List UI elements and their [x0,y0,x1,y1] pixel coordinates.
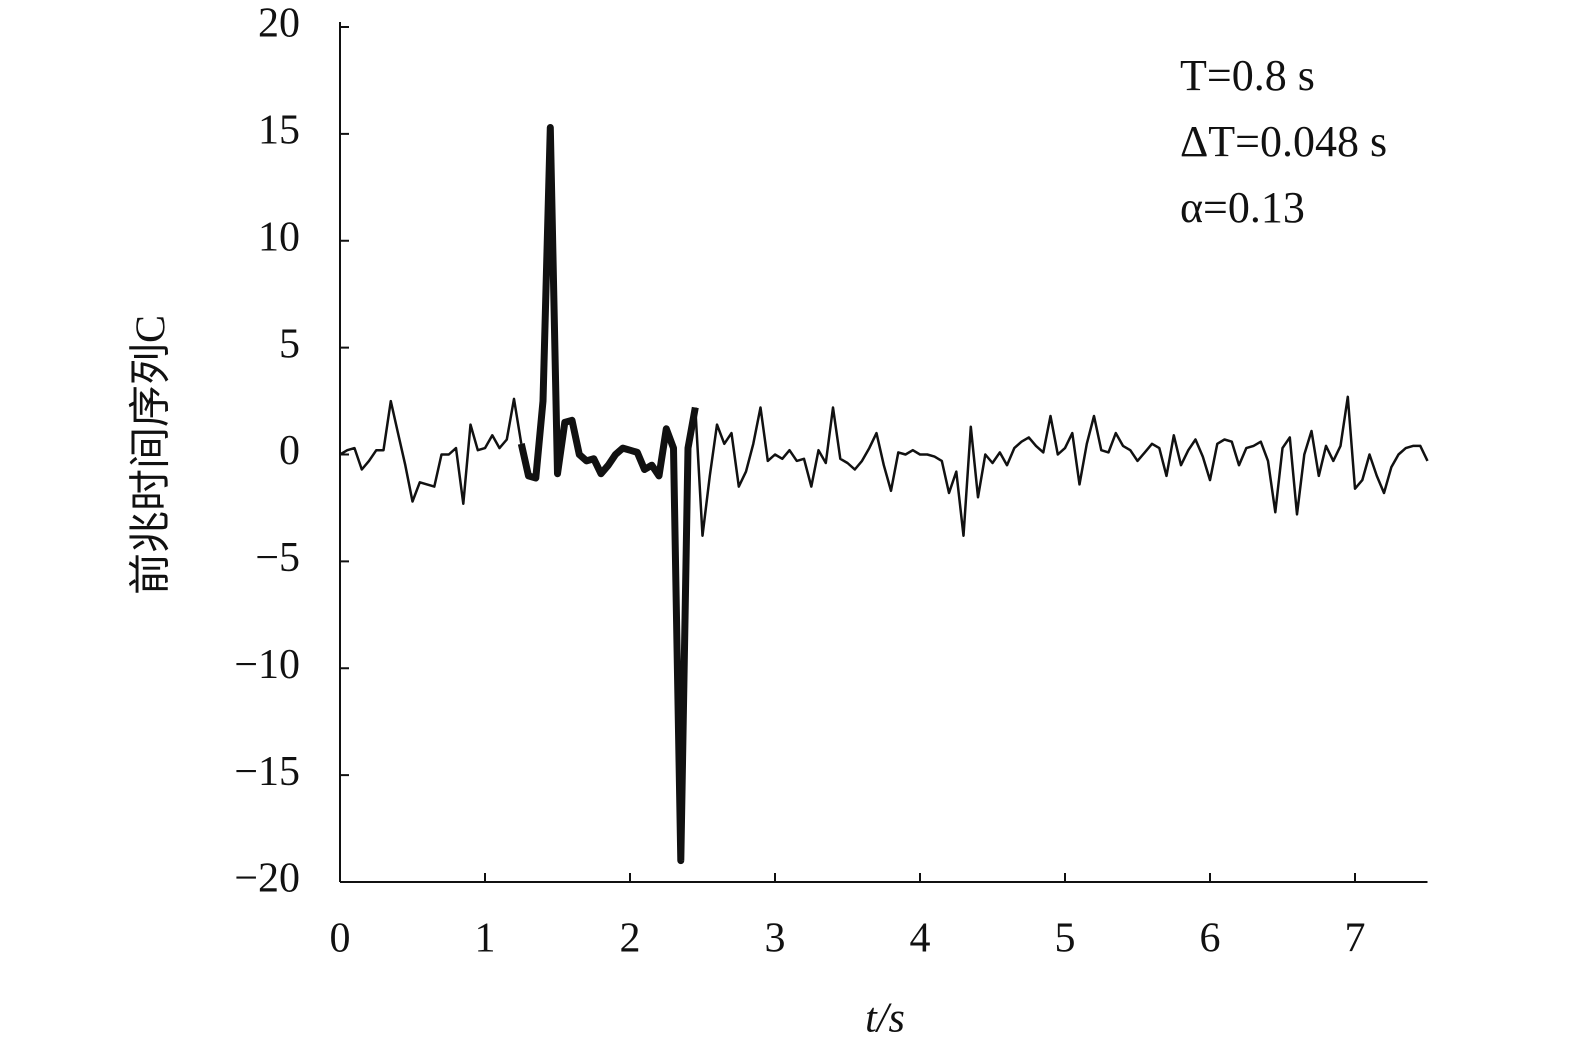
data-line [339,395,1429,537]
x-tick-label: 3 [765,916,786,962]
annotation: α=0.13 [1180,183,1305,232]
y-axis-label: 前兆时间序列C [129,315,175,595]
y-tick-label: 20 [258,1,300,47]
x-tick-label: 0 [330,916,351,962]
x-axis-label: t/s [865,996,905,1042]
y-tick-label: −20 [234,856,300,902]
annotation: T=0.8 s [1180,51,1315,100]
x-tick-label: 1 [475,916,496,962]
x-tick-label: 2 [620,916,641,962]
x-tick-label: 5 [1055,916,1076,962]
y-tick-label: −10 [234,642,300,688]
y-tick-label: 10 [258,214,300,260]
annotation: ΔT=0.048 s [1180,117,1387,166]
x-tick-label: 4 [910,916,931,962]
y-tick-label: 15 [258,108,300,154]
x-tick-label: 6 [1200,916,1221,962]
y-tick-label: −5 [255,535,300,581]
x-tick-label: 7 [1345,916,1366,962]
y-tick-label: 0 [279,428,300,474]
y-tick-label: 5 [279,321,300,367]
data-line [517,124,699,865]
y-tick-label: −15 [234,749,300,795]
